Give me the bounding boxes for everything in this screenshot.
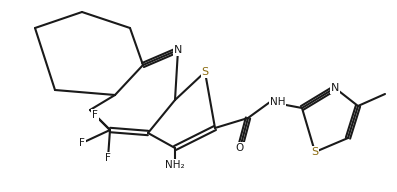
Text: F: F — [105, 153, 111, 163]
Text: N: N — [174, 45, 182, 55]
Text: N: N — [331, 83, 339, 93]
Text: S: S — [311, 147, 318, 157]
Text: O: O — [236, 143, 244, 153]
Text: F: F — [92, 110, 98, 120]
Text: F: F — [79, 138, 85, 148]
Text: S: S — [201, 67, 208, 77]
Text: NH: NH — [270, 97, 285, 107]
Text: NH₂: NH₂ — [165, 160, 185, 170]
